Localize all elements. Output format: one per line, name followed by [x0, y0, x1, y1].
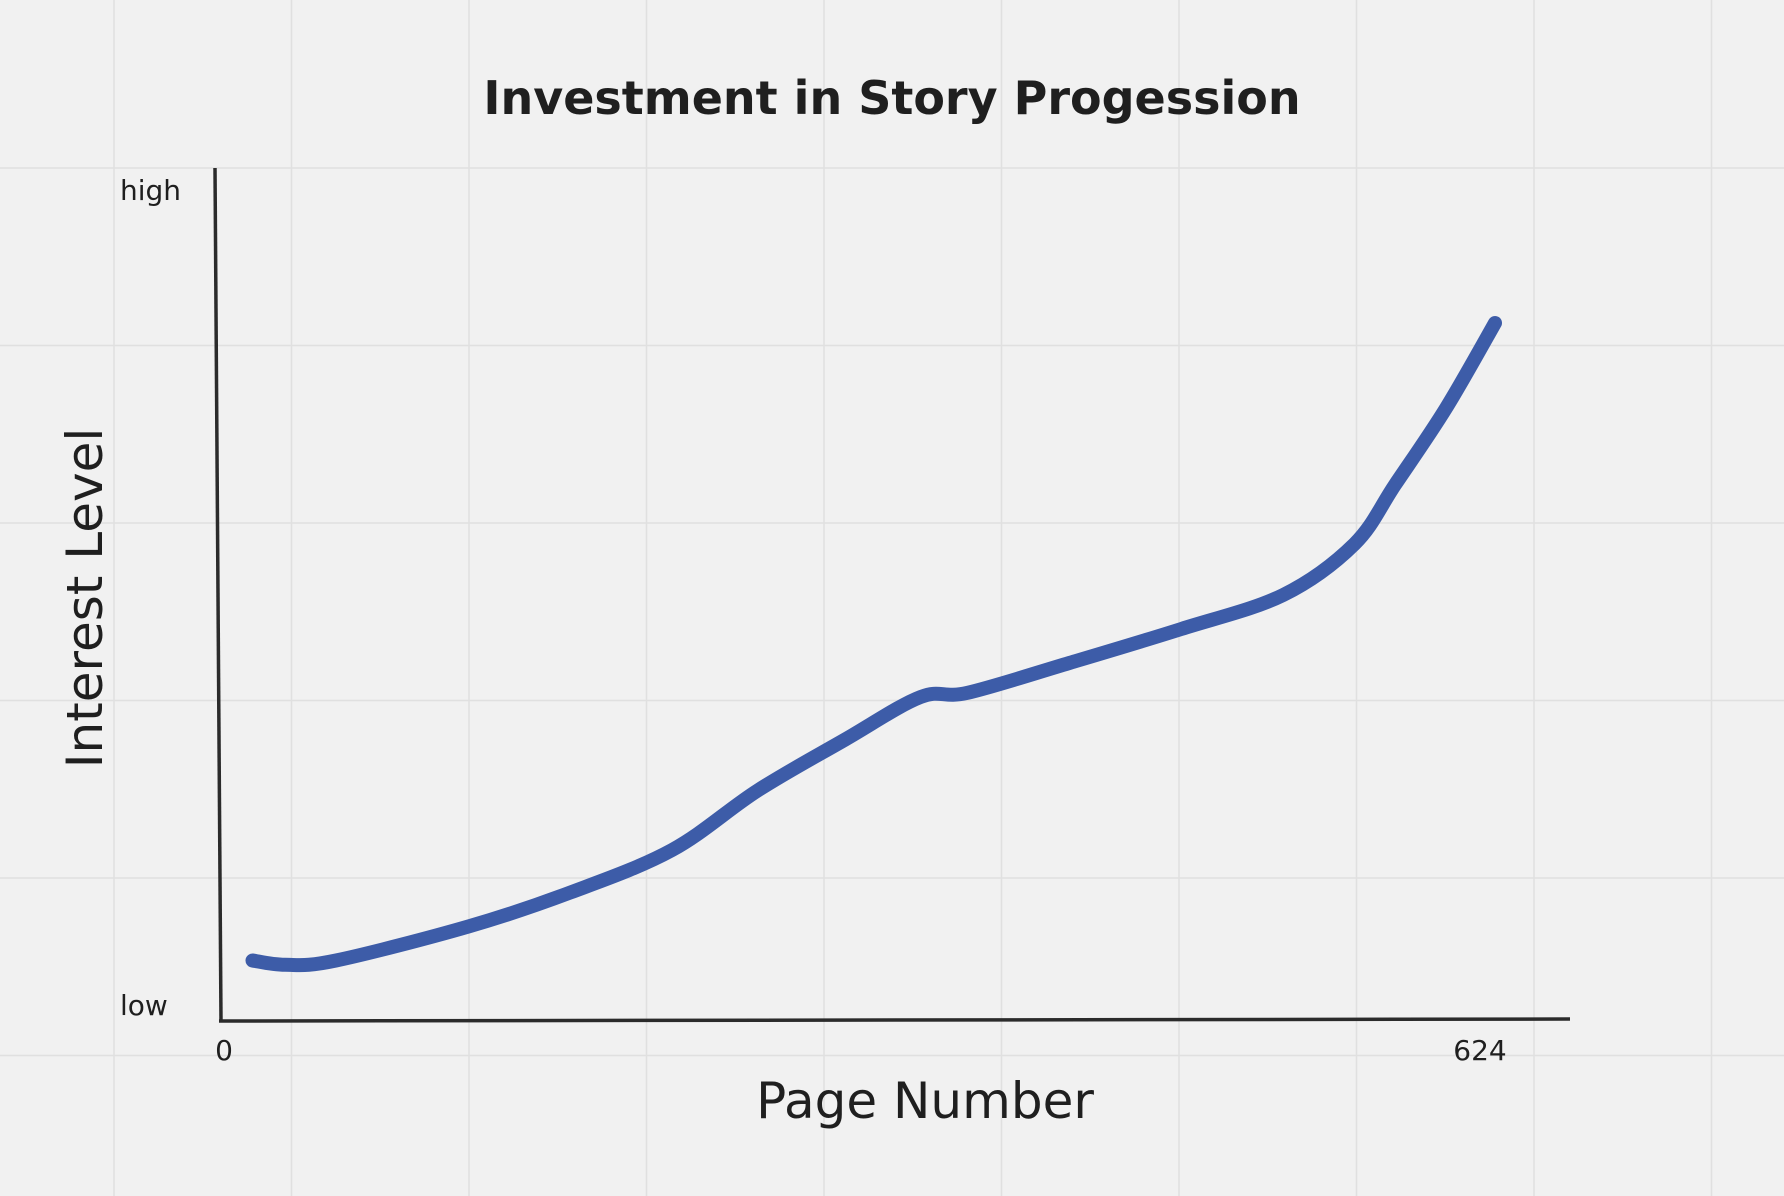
y-tick-label-low: low: [120, 989, 168, 1022]
x-tick-label-start: 0: [215, 1034, 233, 1067]
chart-title: Investment in Story Progession: [483, 71, 1300, 125]
y-axis-label: Interest Level: [56, 428, 114, 769]
series-line: [245, 316, 1502, 973]
y-axis: [213, 167, 223, 1023]
y-tick-label-high: high: [120, 174, 181, 207]
x-axis-label: Page Number: [756, 1072, 1094, 1130]
x-tick-label-end: 624: [1453, 1034, 1506, 1067]
x-axis: [218, 1017, 1571, 1023]
